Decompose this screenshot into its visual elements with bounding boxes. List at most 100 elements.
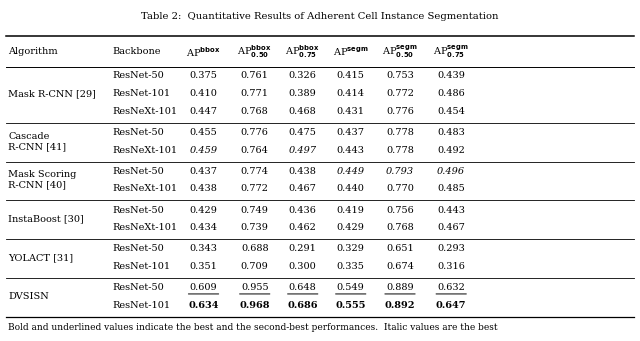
Text: ResNet-101: ResNet-101	[112, 89, 170, 98]
Text: ResNeXt-101: ResNeXt-101	[112, 184, 177, 193]
Text: 0.414: 0.414	[337, 89, 365, 98]
Text: ResNet-50: ResNet-50	[112, 283, 164, 292]
Text: 0.438: 0.438	[189, 184, 218, 193]
Text: ResNeXt-101: ResNeXt-101	[112, 107, 177, 116]
Text: 0.674: 0.674	[386, 262, 414, 271]
Text: 0.438: 0.438	[289, 167, 317, 176]
Text: 0.968: 0.968	[239, 301, 270, 310]
Text: 0.892: 0.892	[385, 301, 415, 310]
Text: 0.300: 0.300	[289, 262, 317, 271]
Text: 0.467: 0.467	[289, 184, 317, 193]
Text: 0.486: 0.486	[437, 89, 465, 98]
Text: 0.688: 0.688	[241, 244, 269, 253]
Text: Algorithm: Algorithm	[8, 47, 58, 56]
Text: ResNeXt-101: ResNeXt-101	[112, 146, 177, 154]
Text: 0.343: 0.343	[189, 244, 218, 253]
Text: 0.431: 0.431	[337, 107, 365, 116]
Text: 0.419: 0.419	[337, 206, 365, 214]
Text: ResNeXt-101: ResNeXt-101	[112, 223, 177, 232]
Text: ResNet-50: ResNet-50	[112, 71, 164, 80]
Text: 0.768: 0.768	[241, 107, 269, 116]
Text: AP$^{\mathbf{bbox}}$: AP$^{\mathbf{bbox}}$	[186, 45, 221, 59]
Text: 0.439: 0.439	[437, 71, 465, 80]
Text: AP$^{\mathbf{segm}}_{\mathbf{0.50}}$: AP$^{\mathbf{segm}}_{\mathbf{0.50}}$	[382, 44, 418, 60]
Text: 0.770: 0.770	[386, 184, 414, 193]
Text: Table 2:  Quantitative Results of Adherent Cell Instance Segmentation: Table 2: Quantitative Results of Adheren…	[141, 12, 499, 21]
Text: 0.455: 0.455	[189, 128, 218, 137]
Text: Backbone: Backbone	[112, 47, 161, 56]
Text: 0.492: 0.492	[437, 146, 465, 154]
Text: 0.462: 0.462	[289, 223, 317, 232]
Text: DVSISN: DVSISN	[8, 292, 49, 301]
Text: 0.443: 0.443	[337, 146, 365, 154]
Text: 0.772: 0.772	[241, 184, 269, 193]
Text: ResNet-50: ResNet-50	[112, 128, 164, 137]
Text: 0.774: 0.774	[241, 167, 269, 176]
Text: 0.776: 0.776	[386, 107, 414, 116]
Text: 0.889: 0.889	[386, 283, 414, 292]
Text: 0.793: 0.793	[386, 167, 414, 176]
Text: 0.429: 0.429	[189, 206, 218, 214]
Text: 0.449: 0.449	[337, 167, 365, 176]
Text: ResNet-50: ResNet-50	[112, 206, 164, 214]
Text: 0.686: 0.686	[287, 301, 318, 310]
Text: 0.778: 0.778	[386, 146, 414, 154]
Text: 0.749: 0.749	[241, 206, 269, 214]
Text: 0.632: 0.632	[437, 283, 465, 292]
Text: 0.761: 0.761	[241, 71, 269, 80]
Text: 0.351: 0.351	[189, 262, 218, 271]
Text: 0.375: 0.375	[189, 71, 218, 80]
Text: AP$^{\mathbf{segm}}$: AP$^{\mathbf{segm}}$	[333, 46, 369, 58]
Text: 0.771: 0.771	[241, 89, 269, 98]
Text: 0.434: 0.434	[189, 223, 218, 232]
Text: 0.329: 0.329	[337, 244, 365, 253]
Text: AP$^{\mathbf{segm}}_{\mathbf{0.75}}$: AP$^{\mathbf{segm}}_{\mathbf{0.75}}$	[433, 44, 469, 60]
Text: AP$^{\mathbf{bbox}}_{\mathbf{0.50}}$: AP$^{\mathbf{bbox}}_{\mathbf{0.50}}$	[237, 43, 272, 60]
Text: 0.756: 0.756	[386, 206, 414, 214]
Text: 0.955: 0.955	[241, 283, 269, 292]
Text: 0.454: 0.454	[437, 107, 465, 116]
Text: 0.293: 0.293	[437, 244, 465, 253]
Text: 0.764: 0.764	[241, 146, 269, 154]
Text: 0.555: 0.555	[335, 301, 366, 310]
Text: Mask R-CNN [29]: Mask R-CNN [29]	[8, 89, 96, 98]
Text: 0.768: 0.768	[386, 223, 414, 232]
Text: 0.475: 0.475	[289, 128, 317, 137]
Text: ResNet-50: ResNet-50	[112, 167, 164, 176]
Text: 0.497: 0.497	[289, 146, 317, 154]
Text: ResNet-101: ResNet-101	[112, 301, 170, 310]
Text: 0.647: 0.647	[436, 301, 467, 310]
Text: 0.389: 0.389	[289, 89, 317, 98]
Text: 0.291: 0.291	[289, 244, 317, 253]
Text: 0.778: 0.778	[386, 128, 414, 137]
Text: 0.437: 0.437	[189, 167, 218, 176]
Text: ResNet-101: ResNet-101	[112, 262, 170, 271]
Text: Bold and underlined values indicate the best and the second-best performances.  : Bold and underlined values indicate the …	[8, 323, 498, 332]
Text: 0.440: 0.440	[337, 184, 365, 193]
Text: 0.648: 0.648	[289, 283, 317, 292]
Text: 0.459: 0.459	[189, 146, 218, 154]
Text: 0.410: 0.410	[189, 89, 218, 98]
Text: 0.651: 0.651	[386, 244, 414, 253]
Text: 0.609: 0.609	[189, 283, 218, 292]
Text: 0.467: 0.467	[437, 223, 465, 232]
Text: 0.753: 0.753	[386, 71, 414, 80]
Text: 0.549: 0.549	[337, 283, 365, 292]
Text: 0.436: 0.436	[289, 206, 317, 214]
Text: AP$^{\mathbf{bbox}}_{\mathbf{0.75}}$: AP$^{\mathbf{bbox}}_{\mathbf{0.75}}$	[285, 43, 320, 60]
Text: Mask Scoring: Mask Scoring	[8, 170, 77, 179]
Text: 0.485: 0.485	[437, 184, 465, 193]
Text: 0.429: 0.429	[337, 223, 365, 232]
Text: 0.634: 0.634	[188, 301, 219, 310]
Text: 0.496: 0.496	[437, 167, 465, 176]
Text: 0.335: 0.335	[337, 262, 365, 271]
Text: R-CNN [41]: R-CNN [41]	[8, 142, 67, 151]
Text: 0.447: 0.447	[189, 107, 218, 116]
Text: Cascade: Cascade	[8, 132, 50, 140]
Text: 0.326: 0.326	[289, 71, 317, 80]
Text: 0.437: 0.437	[337, 128, 365, 137]
Text: 0.468: 0.468	[289, 107, 317, 116]
Text: 0.443: 0.443	[437, 206, 465, 214]
Text: YOLACT [31]: YOLACT [31]	[8, 253, 74, 262]
Text: R-CNN [40]: R-CNN [40]	[8, 181, 67, 190]
